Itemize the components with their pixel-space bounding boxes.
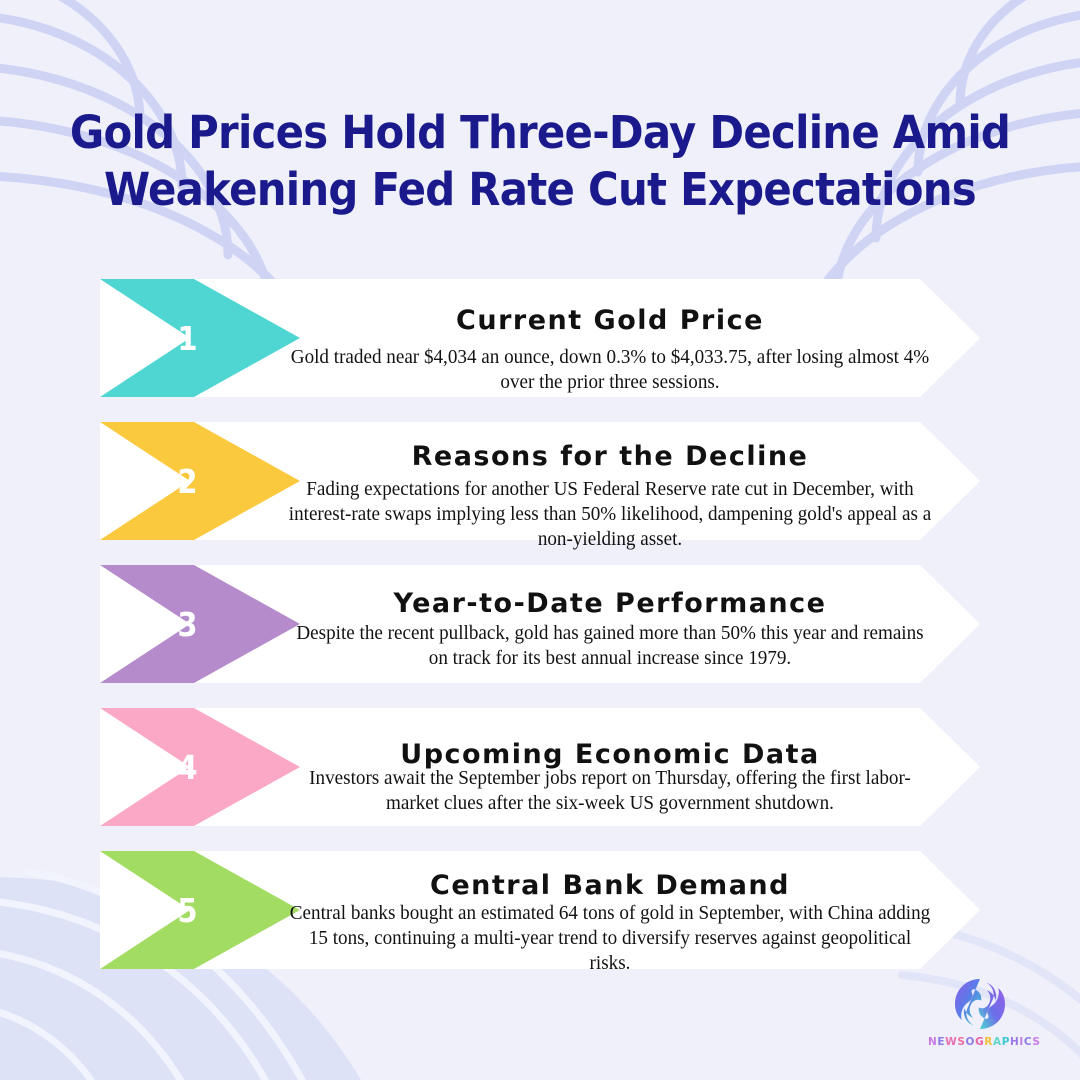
card-heading-5: Central Bank Demand [430,870,790,901]
card-number-1: 1 [177,318,198,358]
card-heading-2: Reasons for the Decline [411,441,809,472]
card-number-2: 2 [177,461,198,501]
page-title-line-1: Gold Prices Hold Three-Day Decline Amid [69,106,1011,159]
card-body-3: Despite the recent pullback, gold has ga… [296,623,924,669]
card-heading-3: Year-to-Date Performance [393,588,827,619]
card-number-4: 4 [177,747,198,787]
globe-swirl-icon [955,979,1005,1029]
info-card[interactable]: 1 Current Gold Price Gold traded near $4… [0,279,1080,422]
info-card[interactable]: 3 Year-to-Date Performance Despite the r… [0,565,1080,708]
card-text-2: Reasons for the Decline Fading expectati… [280,422,940,551]
card-number-3: 3 [177,604,198,644]
info-card[interactable]: 2 Reasons for the Decline Fading expecta… [0,422,1080,565]
card-heading-4: Upcoming Economic Data [400,739,820,770]
card-list: 1 Current Gold Price Gold traded near $4… [0,279,1080,994]
info-card[interactable]: 4 Upcoming Economic Data Investors await… [0,708,1080,851]
card-text-1: Current Gold Price Gold traded near $4,0… [280,279,940,397]
card-body-4: Investors await the September jobs repor… [309,768,911,814]
card-text-3: Year-to-Date Performance Despite the rec… [280,565,940,683]
card-text-4: Upcoming Economic Data Investors await t… [280,708,940,826]
card-number-5: 5 [177,890,198,930]
brand-logo-text: NEWSOGRAPHICS [928,1036,1041,1048]
page-title-line-2: Weakening Fed Rate Cut Expectations [104,163,977,216]
page-title: Gold Prices Hold Three-Day Decline Amid … [0,104,1080,218]
card-body-1: Gold traded near $4,034 an ounce, down 0… [290,347,930,393]
brand-logo[interactable]: NEWSOGRAPHICS [928,975,1041,1048]
card-body-2: Fading expectations for another US Feder… [288,479,932,550]
card-heading-1: Current Gold Price [456,305,764,336]
info-card[interactable]: 5 Central Bank Demand Central banks boug… [0,851,1080,994]
card-body-5: Central banks bought an estimated 64 ton… [289,903,931,974]
card-text-5: Central Bank Demand Central banks bought… [280,851,940,975]
